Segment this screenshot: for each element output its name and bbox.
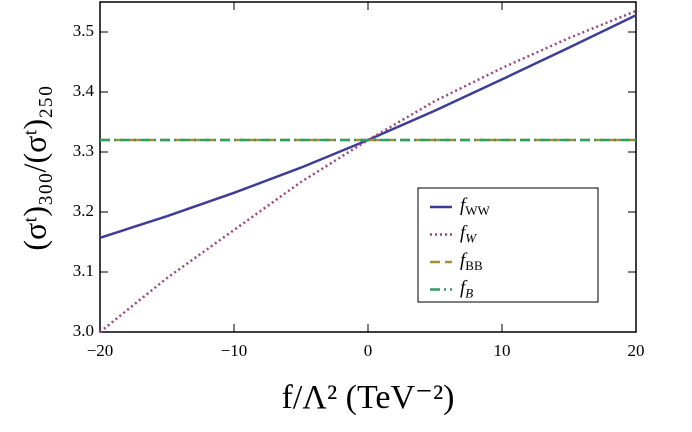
y-tick-label: 3.0 bbox=[73, 321, 94, 340]
legend-box bbox=[417, 187, 599, 303]
legend-label: fBB bbox=[460, 250, 483, 273]
x-axis-label: f/Λ² (TeV⁻²) bbox=[282, 379, 455, 416]
y-axis-label: (σᵗ)₃₀₀/(σᵗ)₂₅₀ bbox=[16, 85, 52, 250]
x-tick-label: 10 bbox=[494, 341, 511, 360]
series-line bbox=[99, 9, 637, 333]
x-tick-label: 20 bbox=[628, 341, 645, 360]
x-tick-label: 0 bbox=[364, 341, 373, 360]
y-tick-label: 3.1 bbox=[73, 261, 94, 280]
y-tick-label: 3.4 bbox=[73, 81, 95, 100]
legend-label: fWW bbox=[460, 195, 491, 218]
y-tick-label: 3.3 bbox=[73, 141, 94, 160]
legend-label: fB bbox=[460, 278, 473, 301]
legend-label: fW bbox=[460, 223, 477, 246]
x-tick-label: −10 bbox=[221, 341, 248, 360]
y-tick-label: 3.5 bbox=[73, 21, 94, 40]
x-tick-label: −20 bbox=[87, 341, 114, 360]
y-tick-label: 3.2 bbox=[73, 201, 94, 220]
